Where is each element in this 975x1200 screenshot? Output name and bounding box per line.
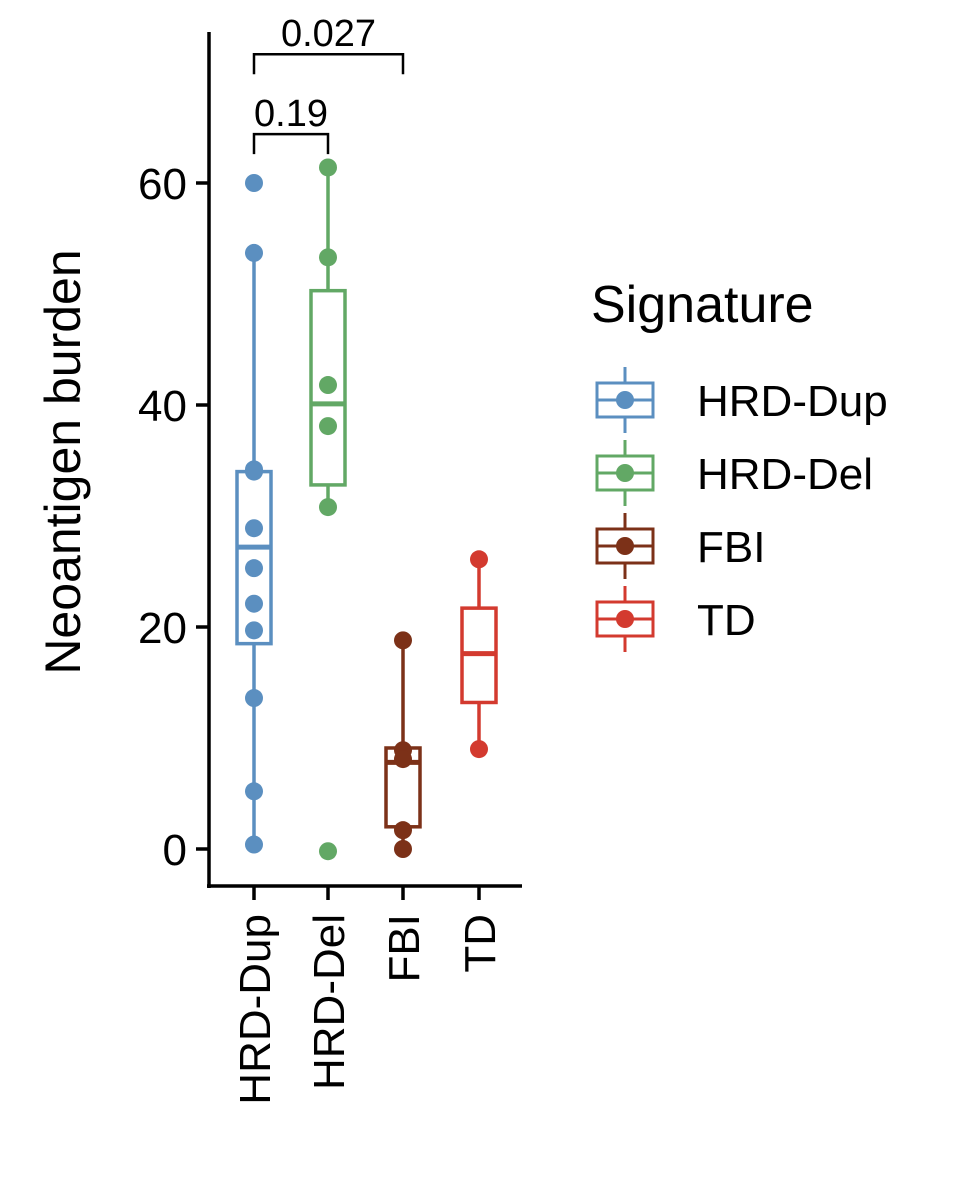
data-point: [245, 689, 263, 708]
data-point: [245, 621, 263, 640]
x-tick-label: TD: [456, 914, 505, 973]
box: [235, 469, 273, 646]
legend-label: HRD-Del: [697, 450, 873, 499]
x-tick-label: HRD-Del: [305, 914, 354, 1090]
series-td: [460, 550, 498, 759]
data-point: [394, 750, 412, 769]
data-point: [470, 550, 488, 569]
data-point: [319, 376, 337, 395]
legend-title: Signature: [591, 276, 814, 334]
data-point: [394, 840, 412, 858]
data-point: [319, 498, 337, 517]
data-point: [245, 594, 263, 613]
data-point: [394, 631, 412, 650]
data-point: [319, 417, 337, 436]
legend-key-point: [616, 610, 634, 628]
data-point: [245, 782, 263, 801]
legend-key-point: [616, 464, 634, 482]
series-hrd-dup: [235, 174, 273, 854]
legend-label: HRD-Dup: [697, 377, 888, 426]
x-tick-label: HRD-Dup: [231, 914, 280, 1105]
comparison-bracket: 0.19: [252, 93, 330, 155]
legend-key-point: [616, 537, 634, 555]
series-fbi: [384, 631, 422, 858]
data-point: [245, 174, 263, 192]
y-tick-label: 60: [138, 160, 187, 209]
legend-label: FBI: [697, 523, 765, 572]
bracket-line: [252, 132, 330, 155]
legend-label: TD: [697, 596, 756, 645]
p-value-label: 0.19: [254, 93, 328, 135]
axes: 0 20 40 60 HRD-Dup HRD-Del FBI TD: [138, 32, 522, 1105]
plot-area: 0.19 0.027: [235, 13, 498, 861]
bracket-line: [252, 52, 405, 75]
data-point: [319, 842, 337, 861]
data-point: [245, 243, 263, 262]
data-point: [245, 462, 263, 481]
legend: Signature HRD-Dup HRD-Del FBI TD: [591, 276, 888, 652]
legend-item-hrd-dup: HRD-Dup: [595, 367, 888, 433]
data-point: [245, 519, 263, 538]
legend-key-point: [616, 391, 634, 409]
series-hrd-del: [309, 158, 347, 861]
legend-item-hrd-del: HRD-Del: [595, 440, 873, 506]
y-tick-label: 20: [138, 604, 187, 653]
data-point: [319, 158, 337, 177]
data-point: [319, 248, 337, 267]
legend-item-fbi: FBI: [595, 513, 765, 579]
data-point: [245, 835, 263, 854]
data-point: [394, 821, 412, 840]
y-tick-label: 0: [163, 826, 187, 875]
x-tick-label: FBI: [380, 914, 429, 982]
y-axis-title: Neoantigen burden: [35, 249, 91, 674]
p-value-label: 0.027: [281, 13, 376, 55]
y-tick-label: 40: [138, 382, 187, 431]
legend-item-td: TD: [595, 586, 756, 652]
data-point: [470, 740, 488, 759]
data-point: [245, 559, 263, 578]
comparison-bracket: 0.027: [252, 13, 405, 75]
